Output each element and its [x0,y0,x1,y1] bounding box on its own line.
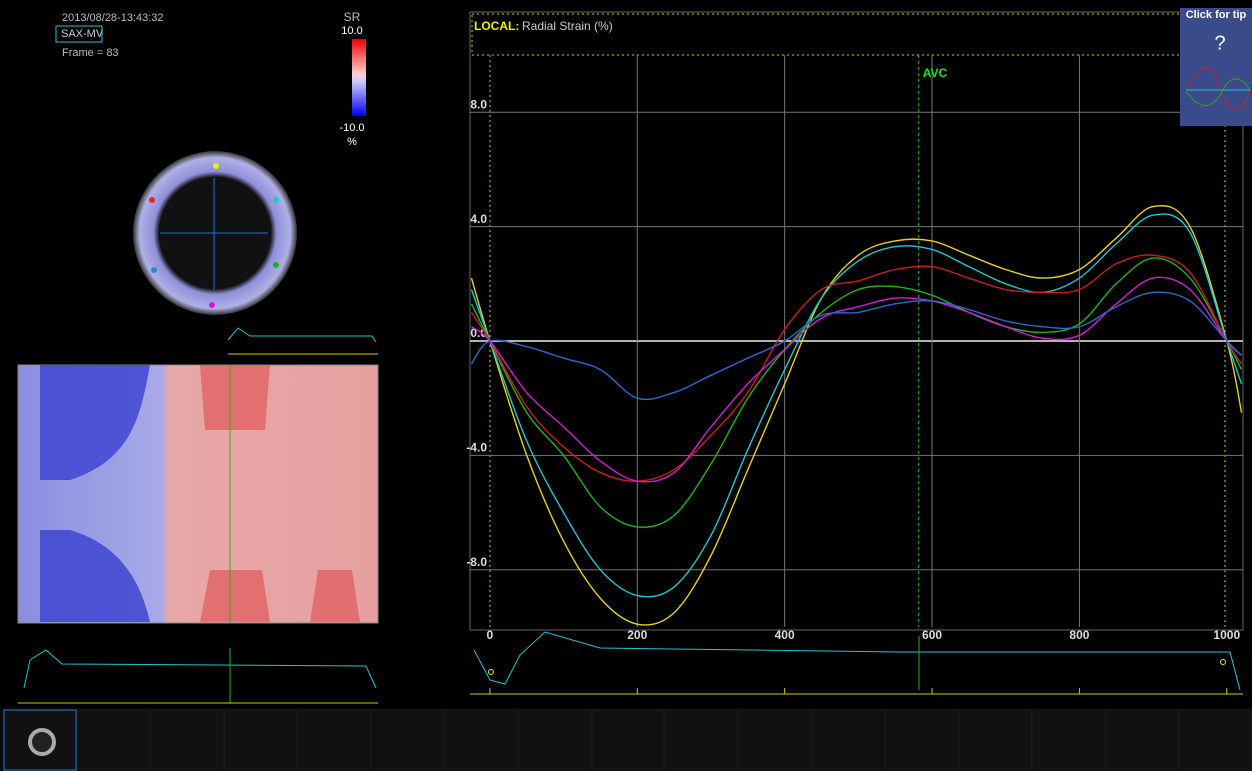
x-tick-label: 800 [1069,628,1089,642]
strain-curve [471,258,1241,527]
thumbnail-slot[interactable] [666,710,738,770]
thumbnail-slot[interactable] [886,710,958,770]
x-tick-label: 200 [627,628,647,642]
ecg-left [24,650,376,688]
x-tick-label: 400 [775,628,795,642]
thumbnail-slot[interactable] [78,710,150,770]
colorbar [352,39,366,116]
frame-label: Frame = 83 [62,47,119,59]
strain-curve [471,277,1241,482]
thumbnail-slot[interactable] [1180,710,1252,770]
panel-label: LOCAL: [474,19,519,33]
colorbar-unit: % [347,136,357,148]
x-tick-label: 1000 [1213,628,1240,642]
strain-curve [471,206,1241,625]
marker [149,197,155,203]
strain-curve [471,214,1241,597]
thumbnail-slot[interactable] [592,710,664,770]
screen: 2013/08/28-13:43:32 SAX-MV Frame = 83 SR… [0,0,1252,771]
thumbnail-slot[interactable] [519,710,591,770]
chart-title: Radial Strain (%) [522,19,613,33]
strain-curve [471,255,1241,481]
thumbnail-slot[interactable] [813,710,885,770]
marker [209,302,215,308]
y-tick-label: 4.0 [470,212,487,226]
colorbar-title: SR [344,10,361,24]
tip-label[interactable]: Click for tip [1186,9,1247,21]
colorbar-max: 10.0 [341,25,362,37]
x-tick-label: 0 [487,628,494,642]
view-label: SAX-MV [61,28,104,40]
thumbnail-slot[interactable] [225,710,297,770]
thumbnail-slot[interactable] [1033,710,1105,770]
thumbnail-slot[interactable] [151,710,223,770]
annotation: AVC [923,66,948,80]
colorbar-min: -10.0 [339,122,364,134]
ecg-main [474,632,1240,690]
thumbnail-strip [0,708,1252,771]
thumbnail-slot[interactable] [298,710,370,770]
map-region [310,570,360,622]
x-tick-label: 600 [922,628,942,642]
thumbnail-slot[interactable] [1107,710,1179,770]
ecg-point [489,670,494,675]
app-view: 2013/08/28-13:43:32 SAX-MV Frame = 83 SR… [0,0,1252,771]
strain-curve [471,292,1241,399]
thumbnail-slot[interactable] [445,710,517,770]
marker [273,262,279,268]
chart-frame [470,12,1243,630]
map-region [200,570,270,622]
tip-icon[interactable]: ? [1214,32,1225,54]
map-region [200,365,270,430]
marker [151,267,157,273]
y-tick-label: -4.0 [466,441,487,455]
thumbnail-slot[interactable] [372,710,444,770]
marker [273,197,279,203]
y-tick-label: -8.0 [466,555,487,569]
thumbnail-image [30,730,54,754]
thumbnail-slot[interactable] [960,710,1032,770]
marker [213,163,219,169]
thumbnail-slot[interactable] [739,710,811,770]
y-tick-label: 8.0 [470,97,487,111]
tip-panel[interactable] [1180,8,1252,126]
ecg-small [228,328,376,342]
ecg-point [1221,660,1226,665]
timestamp: 2013/08/28-13:43:32 [62,12,164,24]
